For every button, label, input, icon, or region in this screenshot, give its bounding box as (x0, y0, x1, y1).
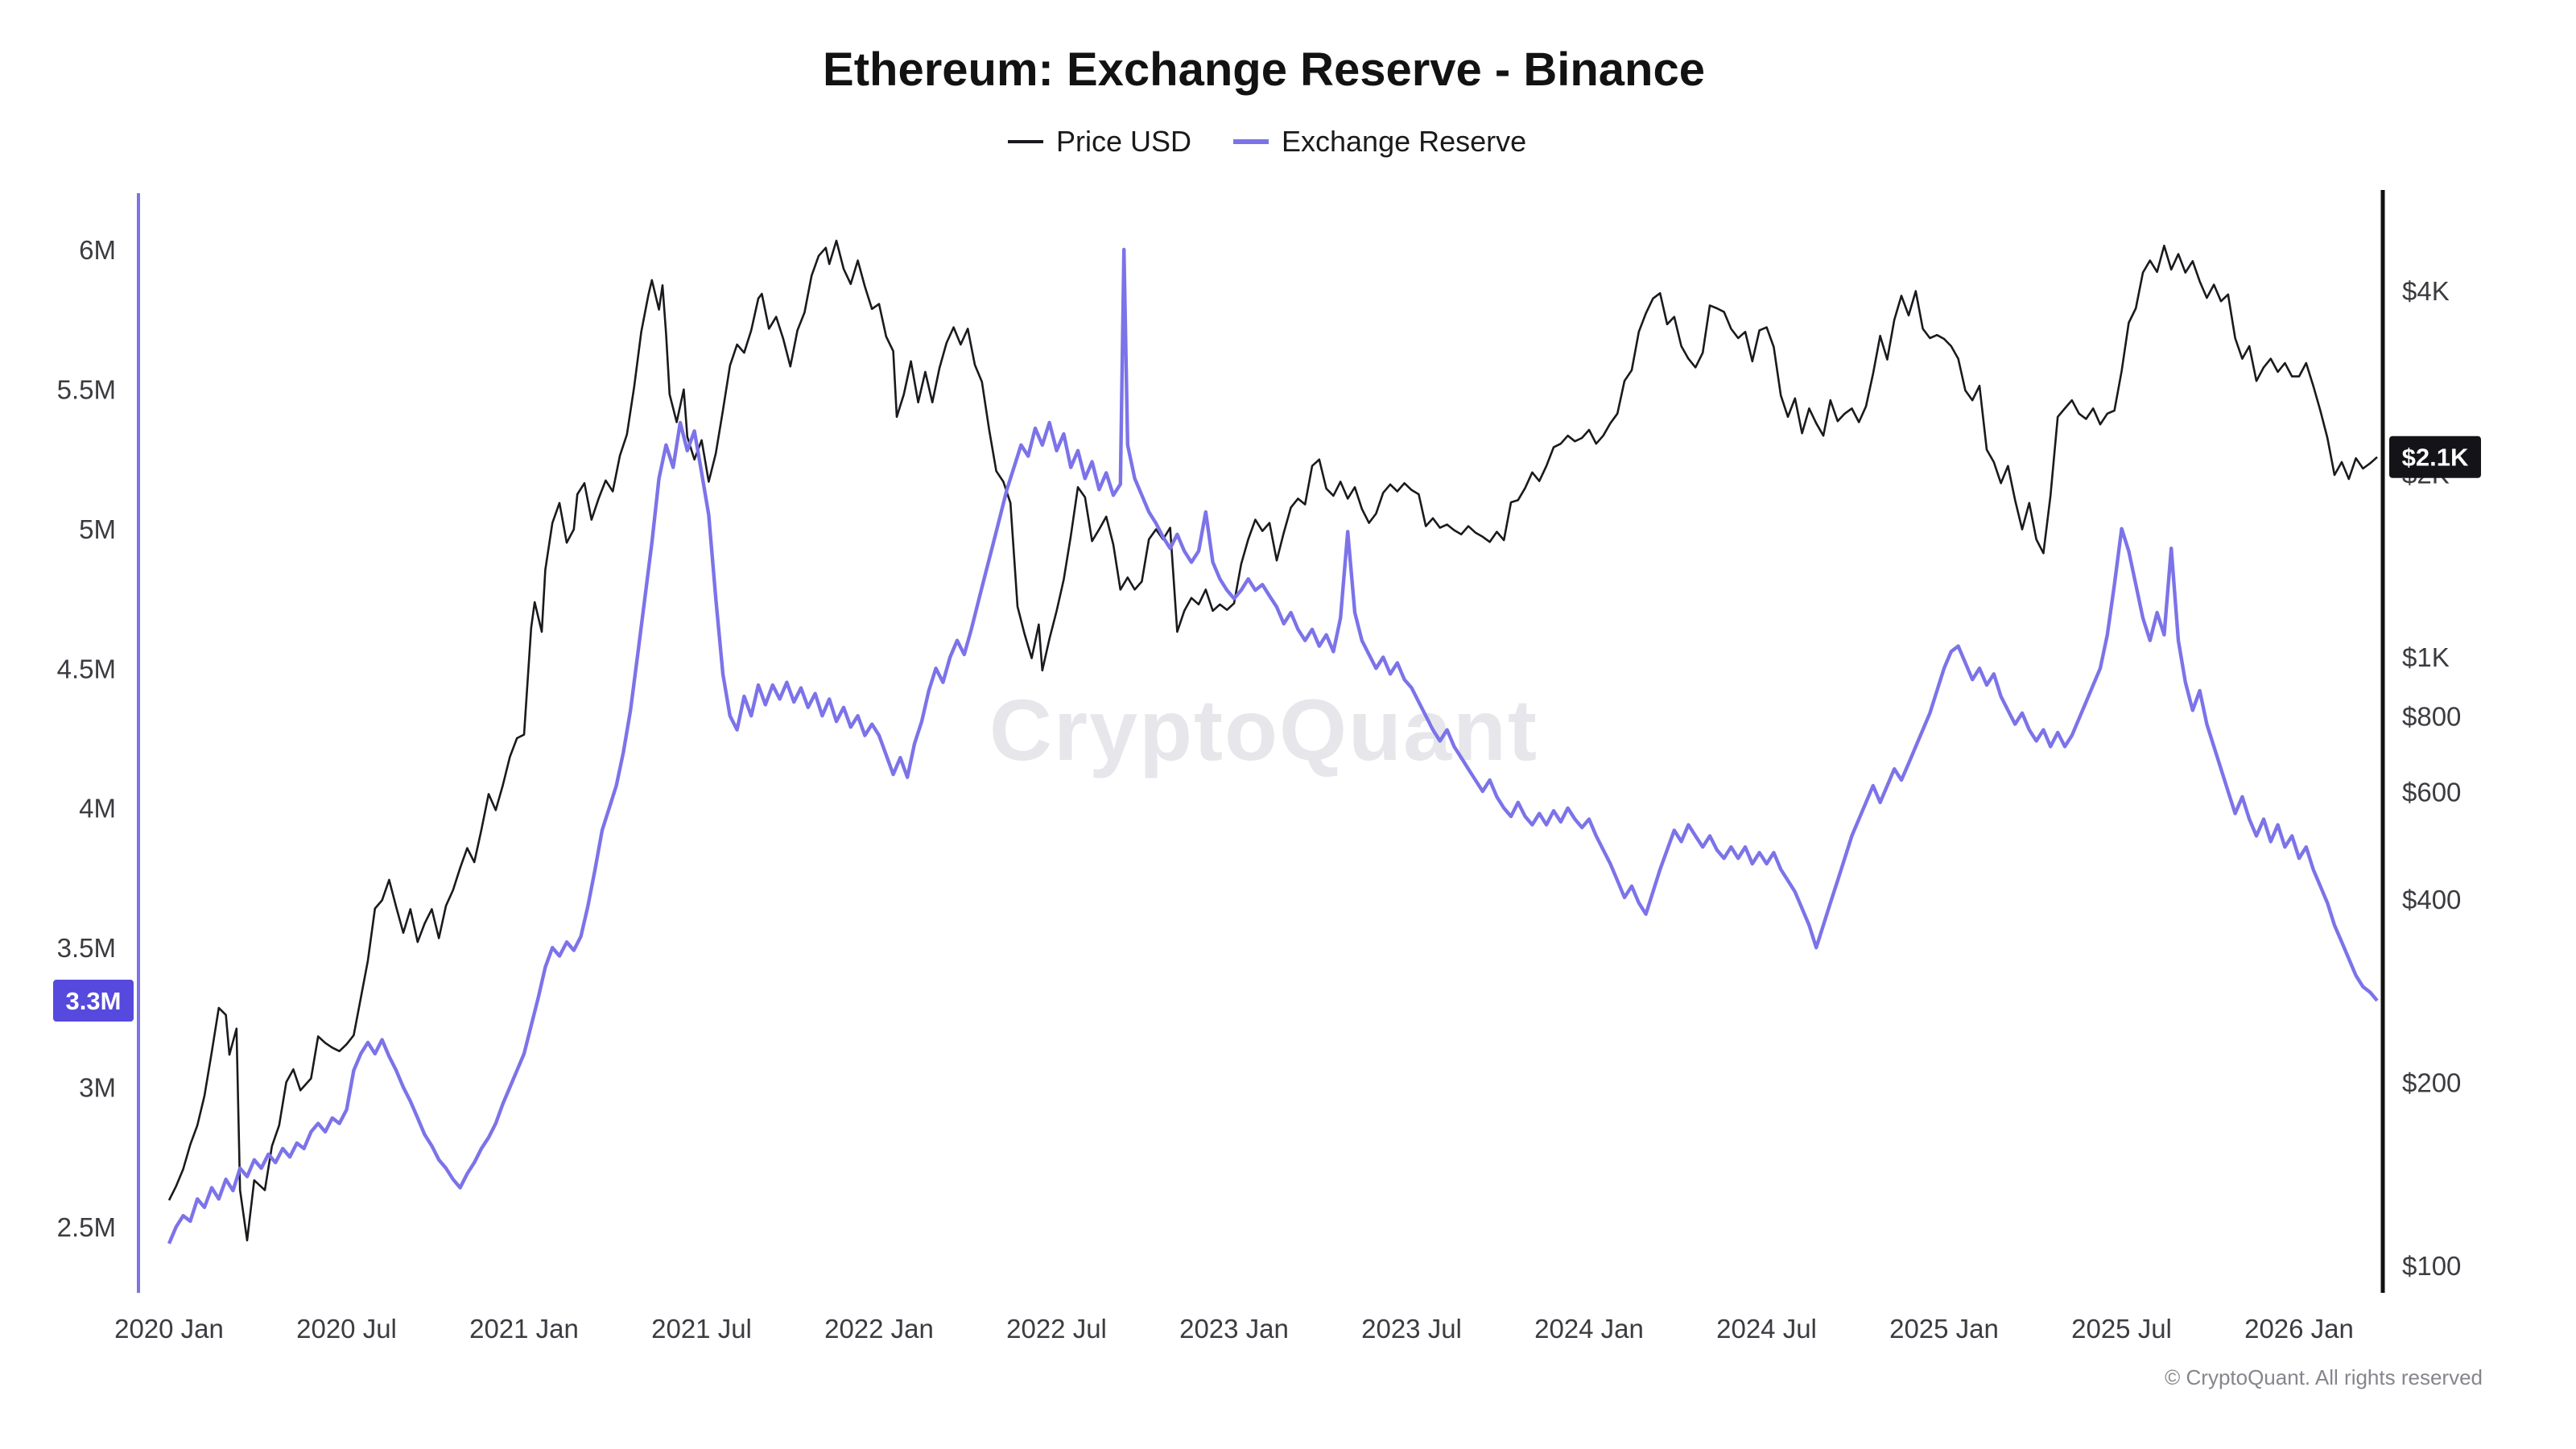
reserve-legend-label: Exchange Reserve (1282, 125, 1526, 158)
x-axis-tick-label: 2023 Jan (1179, 1314, 1289, 1344)
left-axis-tick-label: 6M (79, 235, 116, 265)
left-axis-tick-label: 5M (79, 514, 116, 544)
legend-item-price[interactable]: Price USD (1008, 125, 1191, 158)
x-axis-tick-label: 2021 Jul (651, 1314, 752, 1344)
x-axis-tick-label: 2020 Jul (296, 1314, 397, 1344)
left-axis-tick-label: 3.5M (57, 933, 116, 963)
left-axis-tick-label: 3M (79, 1073, 116, 1103)
watermark-layer: CryptoQuant (989, 681, 1538, 778)
series-lines (167, 239, 2379, 1245)
right-axis-tick-label: $4K (2402, 276, 2450, 306)
x-axis-tick-label: 2026 Jan (2244, 1314, 2354, 1344)
x-axis-tick-label: 2023 Jul (1361, 1314, 1462, 1344)
price-value-badge-label: $2.1K (2402, 444, 2469, 472)
reserve-series-line (167, 247, 2379, 1245)
left-axis-tick-label: 4.5M (57, 654, 116, 683)
price-series-line (167, 239, 2378, 1242)
right-axis-tick-label: $1K (2402, 642, 2450, 672)
chart-title: Ethereum: Exchange Reserve - Binance (823, 43, 1705, 96)
x-axis-tick-label: 2025 Jan (1889, 1314, 1999, 1344)
right-axis-tick-label: $800 (2402, 701, 2461, 731)
axis-tick-labels: 6M5.5M5M4.5M4M3.5M3M2.5M$4K$2K$1K$800$60… (57, 235, 2462, 1344)
left-axis-tick-label: 4M (79, 794, 116, 824)
x-axis-tick-label: 2021 Jan (469, 1314, 579, 1344)
right-axis-tick-label: $600 (2402, 778, 2461, 807)
x-axis-tick-label: 2024 Jul (1716, 1314, 1817, 1344)
legend-item-reserve[interactable]: Exchange Reserve (1233, 125, 1526, 158)
cryptoquant-watermark: CryptoQuant (989, 681, 1538, 778)
x-axis-tick-label: 2024 Jan (1534, 1314, 1644, 1344)
plot-borders (137, 190, 2385, 1293)
right-axis-tick-label: $400 (2402, 885, 2461, 914)
chart-legend: Price USD Exchange Reserve (1008, 125, 1526, 158)
value-badges: 3.3M $2.1K (53, 436, 2481, 1022)
right-axis-tick-label: $100 (2402, 1251, 2461, 1281)
copyright-notice: © CryptoQuant. All rights reserved (2165, 1365, 2483, 1389)
price-legend-label: Price USD (1056, 125, 1191, 158)
x-axis-tick-label: 2025 Jul (2071, 1314, 2172, 1344)
reserve-value-badge (53, 980, 134, 1022)
price-value-badge (2389, 436, 2481, 478)
x-axis-tick-label: 2020 Jan (114, 1314, 224, 1344)
x-axis-tick-label: 2022 Jul (1006, 1314, 1107, 1344)
left-axis-tick-label: 2.5M (57, 1212, 116, 1242)
reserve-value-badge-label: 3.3M (66, 987, 122, 1015)
x-axis-tick-label: 2022 Jan (824, 1314, 934, 1344)
left-axis-tick-label: 5.5M (57, 374, 116, 404)
right-axis-tick-label: $200 (2402, 1067, 2461, 1097)
